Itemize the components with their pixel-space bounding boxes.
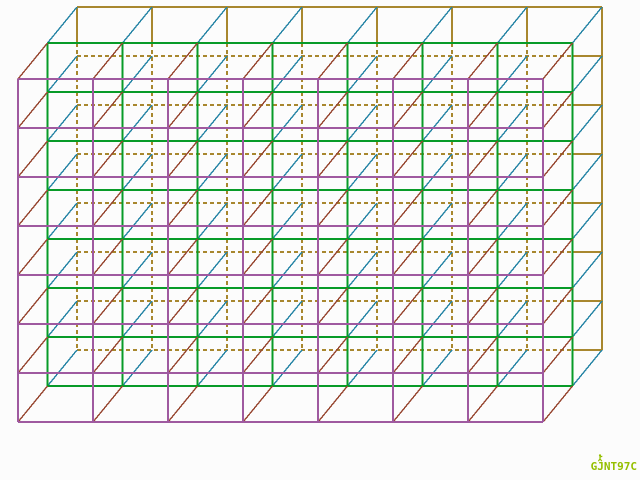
stick-figure-icon bbox=[597, 454, 603, 462]
signature-logo: GJNT97C bbox=[590, 454, 637, 473]
signature-text: GJNT97C bbox=[590, 460, 637, 473]
stick-figure-strokes bbox=[597, 454, 603, 462]
